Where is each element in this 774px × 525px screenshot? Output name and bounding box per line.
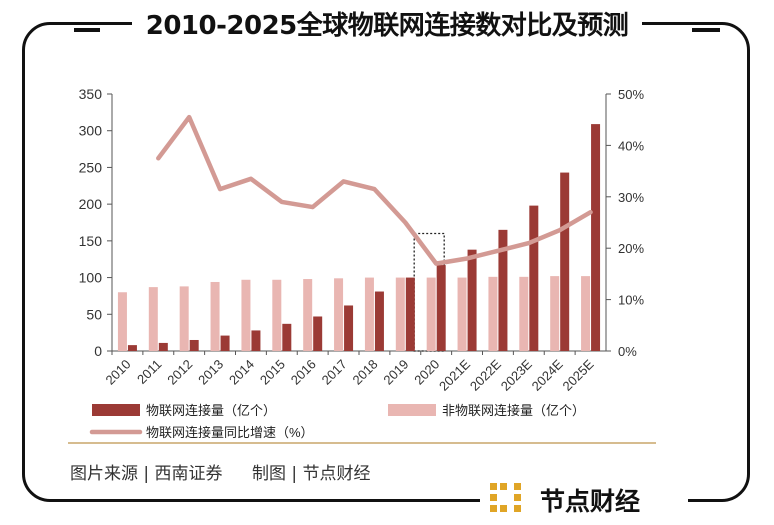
x-tick-label: 2011 <box>134 357 164 387</box>
left-tick-label: 150 <box>79 233 103 249</box>
x-tick-label: 2024E <box>529 356 566 393</box>
iot-bar <box>220 335 230 351</box>
non-iot-bar <box>488 276 498 351</box>
non-iot-bar <box>148 287 158 351</box>
growth-line <box>156 114 593 266</box>
x-tick-label: 2010 <box>103 357 134 388</box>
iot-bar <box>282 323 292 351</box>
brand-logo: 节点财经 <box>480 478 688 518</box>
brand-name: 节点财经 <box>540 487 641 516</box>
iot-bar <box>189 339 199 351</box>
left-tick-label: 350 <box>79 86 103 102</box>
x-tick-label: 2015 <box>257 357 288 388</box>
iot-bar <box>158 342 168 351</box>
legend-label: 物联网连接量（亿个） <box>146 403 276 418</box>
iot-bar <box>529 205 539 351</box>
non-iot-bar <box>117 292 127 351</box>
right-tick-label: 0% <box>618 344 637 359</box>
non-iot-bar <box>241 279 251 351</box>
left-tick-label: 300 <box>79 123 103 139</box>
left-tick-label: 250 <box>79 159 103 175</box>
iot-bar <box>374 291 384 351</box>
iot-bar <box>127 345 137 351</box>
right-tick-label: 50% <box>618 87 644 102</box>
x-tick-label: 2014 <box>226 357 257 388</box>
non-iot-bar <box>581 276 591 351</box>
x-tick-label: 2012 <box>164 357 195 388</box>
legend-label: 非物联网连接量（亿个） <box>442 403 585 418</box>
iot-bar <box>251 330 261 351</box>
source-line: 图片来源 | 西南证券 制图 | 节点财经 <box>70 459 377 484</box>
iot-bar <box>467 249 477 351</box>
iot-bar <box>313 316 323 351</box>
x-tick-label: 2025E <box>559 356 596 393</box>
right-tick-label: 40% <box>618 138 644 153</box>
title-bar: 2010-2025全球物联网连接数对比及预测 <box>0 8 774 44</box>
non-iot-bar <box>519 276 529 351</box>
non-iot-bar <box>334 278 344 351</box>
image-source-text: 图片来源 | 西南证券 <box>70 464 223 484</box>
non-iot-bar <box>426 277 436 351</box>
left-tick-label: 200 <box>79 196 103 212</box>
iot-bar <box>405 277 415 351</box>
non-iot-bar <box>395 277 405 351</box>
non-iot-bar <box>457 277 467 351</box>
x-tick-label: 2013 <box>195 357 226 388</box>
iot-bar <box>591 124 601 351</box>
right-tick-label: 20% <box>618 241 644 256</box>
left-tick-label: 100 <box>79 270 103 286</box>
brand-dots-icon <box>490 483 521 512</box>
iot-bar <box>344 305 354 351</box>
x-tick-label: 2018 <box>350 357 381 388</box>
iot-bar <box>436 265 446 351</box>
x-tick-label: 2017 <box>319 357 350 388</box>
non-iot-bar <box>364 277 374 351</box>
made-by-text: 制图 | 节点财经 <box>251 464 371 484</box>
non-iot-bar <box>179 286 189 351</box>
non-iot-bar <box>272 279 282 351</box>
x-tick-label: 2023E <box>498 356 535 393</box>
non-iot-bar <box>303 279 313 351</box>
chart-title: 2010-2025全球物联网连接数对比及预测 <box>131 8 643 44</box>
iot-bar <box>498 229 508 351</box>
iot-bar <box>560 172 570 351</box>
left-tick-label: 50 <box>86 306 102 322</box>
x-tick-label: 2021E <box>436 356 473 393</box>
non-iot-bar <box>210 281 220 351</box>
right-tick-label: 30% <box>618 190 644 205</box>
x-tick-label: 2019 <box>380 357 411 388</box>
legend-swatch <box>388 404 436 416</box>
x-tick-label: 2016 <box>288 357 319 388</box>
legend-swatch <box>92 404 140 416</box>
non-iot-bar <box>550 276 560 351</box>
x-tick-label: 2022E <box>467 356 504 393</box>
legend-label: 物联网连接量同比增速（%） <box>146 425 314 440</box>
right-tick-label: 10% <box>618 293 644 308</box>
left-tick-label: 0 <box>94 343 102 359</box>
